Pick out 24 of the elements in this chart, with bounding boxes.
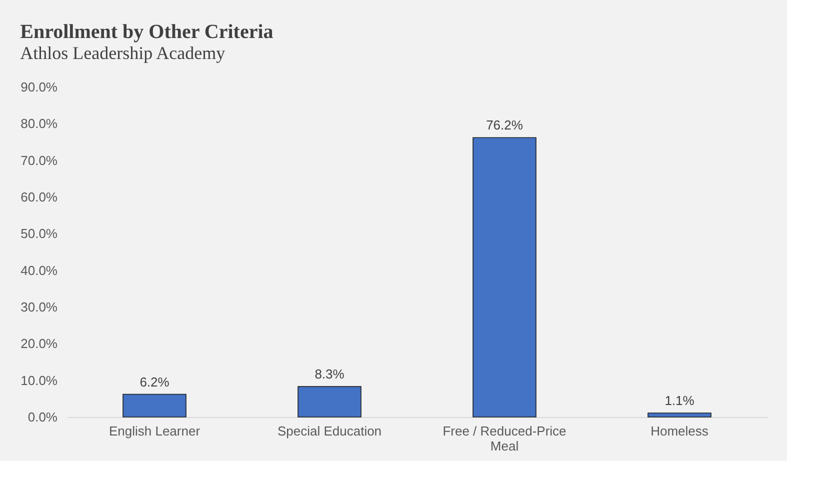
y-tick-label: 70.0%: [20, 152, 58, 168]
x-tick-label: Homeless: [650, 424, 709, 438]
y-tick-label: 60.0%: [20, 190, 58, 204]
bar: [472, 137, 536, 418]
chart-title: Enrollment by Other Criteria: [20, 21, 274, 43]
y-tick-label: 50.0%: [20, 226, 58, 242]
bar: [122, 394, 186, 418]
data-label: 6.2%: [140, 374, 170, 390]
bar: [298, 386, 362, 418]
chart-subtitle: Athlos Leadership Academy: [20, 43, 226, 63]
data-label: 8.3%: [314, 366, 345, 382]
y-tick-label: 90.0%: [20, 80, 58, 94]
x-tick-label: Special Education: [277, 424, 382, 438]
y-tick-label: 30.0%: [20, 300, 58, 314]
y-tick-label: 20.0%: [20, 336, 58, 352]
x-tick-label: English Learner: [108, 424, 201, 438]
x-tick-label: Free / Reduced-Price Meal: [442, 424, 566, 454]
data-label: 1.1%: [664, 392, 695, 408]
y-tick-label: 0.0%: [28, 410, 58, 424]
bar: [648, 412, 712, 418]
data-label: 76.2%: [486, 118, 524, 133]
y-tick-label: 10.0%: [20, 372, 58, 388]
y-tick-label: 40.0%: [20, 262, 58, 278]
y-tick-label: 80.0%: [20, 116, 58, 132]
